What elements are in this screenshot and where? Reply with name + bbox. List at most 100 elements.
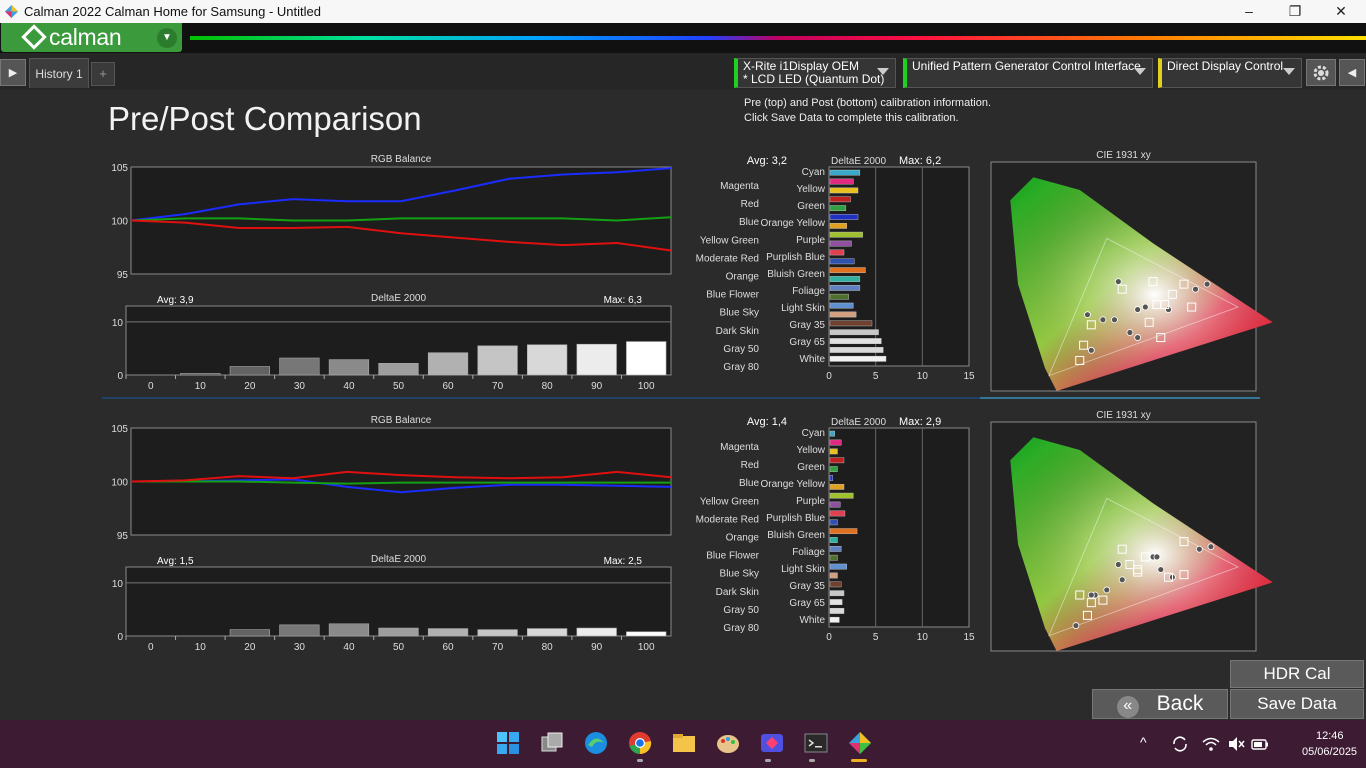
pattern-generator-name: Unified Pattern Generator Control Interf… xyxy=(912,59,1141,73)
nav-expand-left-button[interactable]: ▶ xyxy=(0,59,26,86)
x-tick-label: 5 xyxy=(873,371,879,382)
color-delta-bar xyxy=(829,537,838,543)
patch-label: Blue xyxy=(739,478,759,489)
pre-colorchecker-delta-chart: 0 5 10 15 DeltaE 2000 Avg: 3,2 Max: 6,2 Magenta… xyxy=(696,155,975,382)
x-tick-label: 90 xyxy=(591,642,603,653)
plot-frame xyxy=(125,566,672,637)
restore-button[interactable]: ❐ xyxy=(1288,3,1302,19)
patch-label: Blue Sky xyxy=(720,308,759,319)
add-tab-button[interactable]: + xyxy=(91,62,115,86)
color-delta-bar xyxy=(829,466,838,472)
color-delta-bar xyxy=(829,258,855,265)
x-tick-label: 100 xyxy=(638,642,655,653)
color-delta-bar xyxy=(829,355,887,362)
target-marker xyxy=(1187,302,1197,312)
patch-label: Gray 35 xyxy=(789,581,825,592)
battery-icon[interactable] xyxy=(1250,734,1270,754)
x-tick-label: 50 xyxy=(393,381,405,392)
color-delta-bar xyxy=(829,599,843,605)
patch-label: Foliage xyxy=(792,547,825,558)
color-delta-bar xyxy=(829,249,845,256)
logo-dropdown-icon[interactable]: ▼ xyxy=(157,28,177,48)
target-marker xyxy=(1140,552,1150,562)
measured-marker xyxy=(1087,591,1095,599)
x-tick-label: 30 xyxy=(294,381,306,392)
delta-bar xyxy=(279,357,320,376)
x-tick-label: 40 xyxy=(343,381,355,392)
meter-mode: * LCD LED (Quantum Dot) xyxy=(743,72,885,86)
x-tick-label: 0 xyxy=(148,381,154,392)
save-data-button[interactable]: Save Data xyxy=(1230,689,1364,719)
calman-logo-button[interactable]: calman ▼ xyxy=(1,23,182,52)
y-tick-label: 95 xyxy=(117,270,129,281)
x-tick-label: 90 xyxy=(591,381,603,392)
y-tick-label: 0 xyxy=(117,632,123,643)
y-tick-label: 10 xyxy=(112,579,124,590)
pattern-generator-select[interactable]: Unified Pattern Generator Control Interf… xyxy=(903,58,1153,88)
calman-taskbar-icon[interactable] xyxy=(846,729,874,757)
terminal-icon[interactable] xyxy=(802,729,830,757)
wifi-icon[interactable] xyxy=(1201,734,1221,754)
chrome-browser-icon[interactable] xyxy=(626,729,654,757)
close-button[interactable]: ✕ xyxy=(1335,3,1347,19)
delta-bar xyxy=(427,352,469,376)
color-delta-bar xyxy=(829,187,859,194)
file-explorer-icon[interactable] xyxy=(670,729,698,757)
clock-time[interactable]: 12:46 xyxy=(1316,730,1344,742)
pre-cie-chart: CIE 1931 xy xyxy=(990,150,1273,392)
color-delta-bar xyxy=(829,581,842,588)
page-title: Pre/Post Comparison xyxy=(108,100,422,137)
red-line xyxy=(130,219,672,252)
target-marker xyxy=(1117,284,1127,294)
clock-date[interactable]: 05/06/2025 xyxy=(1302,746,1358,758)
target-marker xyxy=(1125,559,1135,569)
patch-label: Blue Sky xyxy=(720,569,759,580)
remote-app-icon[interactable] xyxy=(758,729,786,757)
measured-marker xyxy=(1114,561,1122,568)
target-marker xyxy=(1156,333,1166,343)
x-tick-label: 60 xyxy=(442,381,454,392)
patch-label: Purple xyxy=(796,235,825,246)
y-tick-label: 95 xyxy=(117,531,129,542)
nav-collapse-right-button[interactable]: ◀ xyxy=(1339,59,1365,86)
sync-icon[interactable] xyxy=(1170,734,1190,754)
color-delta-bar xyxy=(829,231,863,238)
display-control-select[interactable]: Direct Display Control xyxy=(1158,58,1302,88)
meter-device-select[interactable]: X-Rite i1Display OEM * LCD LED (Quantum … xyxy=(734,58,896,88)
target-marker xyxy=(1075,590,1085,600)
patch-label: Red xyxy=(741,199,759,210)
paint-icon[interactable] xyxy=(714,729,742,757)
x-tick-label: 0 xyxy=(826,632,832,643)
tab-history-1[interactable]: History 1 xyxy=(29,58,89,88)
color-delta-bar xyxy=(829,554,838,561)
measured-marker xyxy=(1072,622,1080,629)
color-delta-bar xyxy=(829,214,859,220)
plot-frame xyxy=(990,421,1257,652)
windows-start-icon[interactable] xyxy=(494,729,522,757)
back-button[interactable]: « Back xyxy=(1092,689,1228,719)
max-label: Max: 2,5 xyxy=(604,556,643,567)
speaker-muted-icon[interactable] xyxy=(1226,734,1246,754)
delta-bar xyxy=(378,627,419,637)
edge-browser-icon[interactable] xyxy=(582,729,610,757)
x-tick-label: 70 xyxy=(492,642,504,653)
color-delta-bar xyxy=(829,608,845,614)
y-tick-label: 100 xyxy=(111,217,128,228)
task-view-icon[interactable] xyxy=(538,729,566,757)
y-tick-label: 0 xyxy=(117,371,123,382)
avg-label: Avg: 1,4 xyxy=(747,416,787,428)
delta-bar xyxy=(477,345,518,376)
color-delta-bar xyxy=(829,546,842,552)
x-tick-label: 10 xyxy=(195,381,207,392)
x-tick-label: 5 xyxy=(873,632,879,643)
delta-bar xyxy=(477,629,518,637)
patch-label: Purplish Blue xyxy=(766,513,825,524)
minimize-button[interactable]: – xyxy=(1245,3,1253,19)
target-marker xyxy=(1179,537,1189,547)
settings-button[interactable] xyxy=(1306,59,1336,86)
color-delta-bar xyxy=(829,528,858,535)
patch-label: Magenta xyxy=(720,442,759,453)
tray-overflow-chevron[interactable]: ^ xyxy=(1140,734,1147,750)
hdr-cal-button[interactable]: HDR Cal xyxy=(1230,660,1364,688)
measured-marker xyxy=(1165,306,1172,313)
